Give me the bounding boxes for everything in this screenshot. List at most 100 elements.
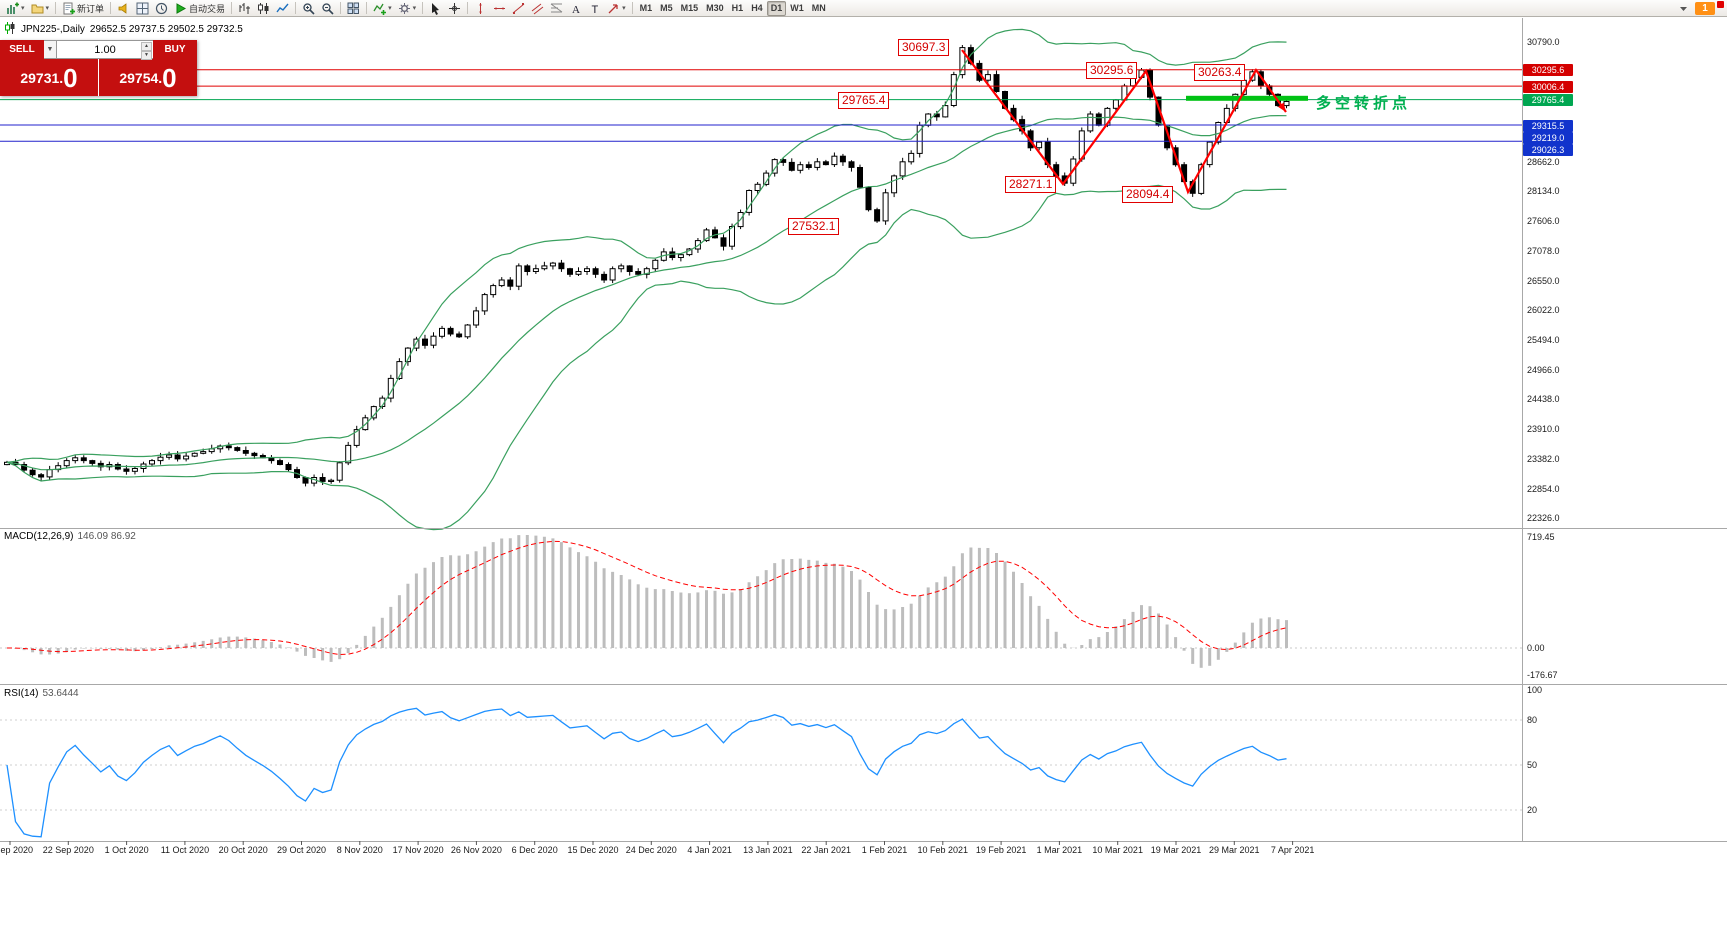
volume-dropdown[interactable]: ▼ <box>44 40 57 59</box>
price-axis-label: 22326.0 <box>1527 513 1560 524</box>
timeframe-button-m1[interactable]: M1 <box>639 3 653 13</box>
timeframe-button-d1[interactable]: D1 <box>766 0 787 16</box>
spin-down-icon[interactable]: ▼ <box>141 51 152 60</box>
price-annotation[interactable]: 28271.1 <box>1005 176 1057 193</box>
timeframe-button-m30[interactable]: M30 <box>706 3 724 13</box>
alerts-button[interactable] <box>114 1 133 16</box>
price-axis-label: 27606.0 <box>1527 216 1560 227</box>
volume-input[interactable]: 1.00 ▲ ▼ <box>57 40 153 60</box>
line-chart-type-button[interactable] <box>273 1 292 16</box>
volume-stepper[interactable]: ▲ ▼ <box>141 42 152 60</box>
alert-dot-icon <box>1717 1 1724 8</box>
toolbar-separator <box>231 2 233 14</box>
trade-panel-price-row: 29731. 0 29754. 0 <box>0 59 197 96</box>
toolbar-overflow-button[interactable] <box>1674 1 1693 16</box>
history-center-icon <box>155 2 168 15</box>
autotrade-button[interactable]: 自动交易 <box>171 1 228 16</box>
indicators-button[interactable]: ▾ <box>370 1 395 16</box>
chevron-down-icon <box>1677 2 1690 15</box>
date-axis-label: 19 Mar 2021 <box>1150 845 1202 855</box>
toolbar-separator <box>422 2 424 14</box>
notification-badge[interactable]: 1 <box>1695 1 1715 15</box>
new-chart-button[interactable]: ▾ <box>3 1 28 16</box>
macd-name: MACD(12,26,9) <box>4 531 74 542</box>
profiles-button[interactable]: ▾ <box>28 1 53 16</box>
chevron-down-icon: ▾ <box>388 4 392 12</box>
candlestick-type-button[interactable] <box>254 1 273 16</box>
options-button[interactable]: ▾ <box>395 1 420 16</box>
price-tag-30006.4: 30006.4 <box>1523 80 1573 93</box>
price-axis-label: 23910.0 <box>1527 424 1560 435</box>
date-axis-label: 10 Feb 2021 <box>917 845 969 855</box>
date-axis-label: 22 Jan 2021 <box>801 845 851 855</box>
channel-button[interactable] <box>528 1 547 16</box>
date-axis-label: 6 Dec 2020 <box>511 845 558 855</box>
date-axis-label: 11 Oct 2020 <box>160 845 210 855</box>
price-annotation[interactable]: 28094.4 <box>1122 186 1174 203</box>
options-icon <box>398 2 411 15</box>
macd-values: 146.09 86.92 <box>77 531 136 542</box>
spin-up-icon[interactable]: ▲ <box>141 42 152 51</box>
sell-price-button[interactable]: 29731. 0 <box>0 59 98 96</box>
timeframe-button-h1[interactable]: H1 <box>731 3 744 13</box>
fibonacci-button[interactable] <box>547 1 566 16</box>
history-center-button[interactable] <box>152 1 171 16</box>
date-axis-label: 19 Feb 2021 <box>975 845 1027 855</box>
toolbar-separator <box>631 2 633 14</box>
symbol-period-label: JPN225-,Daily <box>21 24 85 35</box>
candlestick-type-icon <box>257 2 270 15</box>
bar-chart-type-icon <box>238 2 251 15</box>
bar-chart-type-button[interactable] <box>235 1 254 16</box>
buy-button[interactable]: BUY <box>153 40 197 59</box>
rsi-axis-label: 100 <box>1527 685 1543 695</box>
zoom-out-icon <box>321 2 334 15</box>
toolbar-separator <box>467 2 469 14</box>
chevron-down-icon: ▾ <box>45 4 50 12</box>
trade-panel-top-row: SELL ▼ 1.00 ▲ ▼ BUY <box>0 40 197 60</box>
zoom-in-button[interactable] <box>299 1 318 16</box>
horizontal-line-icon <box>493 2 506 15</box>
buy-price-button[interactable]: 29754. 0 <box>99 59 197 96</box>
price-axis-label: 22854.0 <box>1527 483 1560 494</box>
terminal-button[interactable] <box>133 1 152 16</box>
trend-note-text[interactable]: 多空转折点 <box>1316 95 1412 112</box>
svg-text:A: A <box>572 4 580 15</box>
timeframe-button-h4[interactable]: H4 <box>751 3 763 13</box>
price-annotation[interactable]: 29765.4 <box>838 92 890 109</box>
vertical-line-button[interactable] <box>471 1 490 16</box>
cursor-icon <box>429 2 442 15</box>
cursor-button[interactable] <box>426 1 445 16</box>
horizontal-line-button[interactable] <box>490 1 509 16</box>
trendline-icon <box>512 2 525 15</box>
price-axis-label: 30790.0 <box>1527 37 1560 47</box>
date-axis-label: 1 Mar 2021 <box>1036 845 1083 855</box>
toolbar-separator <box>340 2 342 14</box>
label-icon: T <box>588 2 601 15</box>
tile-windows-button[interactable] <box>344 1 363 16</box>
timeframe-button-mn[interactable]: MN <box>811 3 826 13</box>
timeframe-button-m5[interactable]: M5 <box>660 3 673 13</box>
price-annotation[interactable]: 27532.1 <box>788 218 840 235</box>
price-annotation[interactable]: 30295.6 <box>1086 62 1138 79</box>
arrows-button[interactable]: ▾ <box>604 1 629 16</box>
timeframe-button-m15[interactable]: M15 <box>680 3 699 13</box>
price-annotation[interactable]: 30697.3 <box>898 39 950 56</box>
line-chart-type-icon <box>276 2 289 15</box>
autotrade-icon <box>174 2 187 15</box>
trendline-button[interactable] <box>509 1 528 16</box>
macd-indicator-label: MACD(12,26,9) 146.09 86.92 <box>4 531 136 542</box>
new-order-button[interactable]: 新订单 <box>59 1 107 16</box>
rsi-axis-label: 50 <box>1527 760 1538 770</box>
price-annotation[interactable]: 30263.4 <box>1194 64 1246 81</box>
label-button[interactable]: T <box>585 1 604 16</box>
crosshair-button[interactable] <box>445 1 464 16</box>
timeframe-button-w1[interactable]: W1 <box>790 3 804 13</box>
sell-button[interactable]: SELL <box>0 40 44 59</box>
zoom-out-button[interactable] <box>318 1 337 16</box>
date-axis-label: 17 Nov 2020 <box>392 845 444 855</box>
price-tag-29219.0: 29219.0 <box>1523 131 1573 144</box>
price-axis-label: 23382.0 <box>1527 453 1560 464</box>
text-button[interactable]: A <box>566 1 585 16</box>
chevron-down-icon: ▼ <box>46 46 54 53</box>
